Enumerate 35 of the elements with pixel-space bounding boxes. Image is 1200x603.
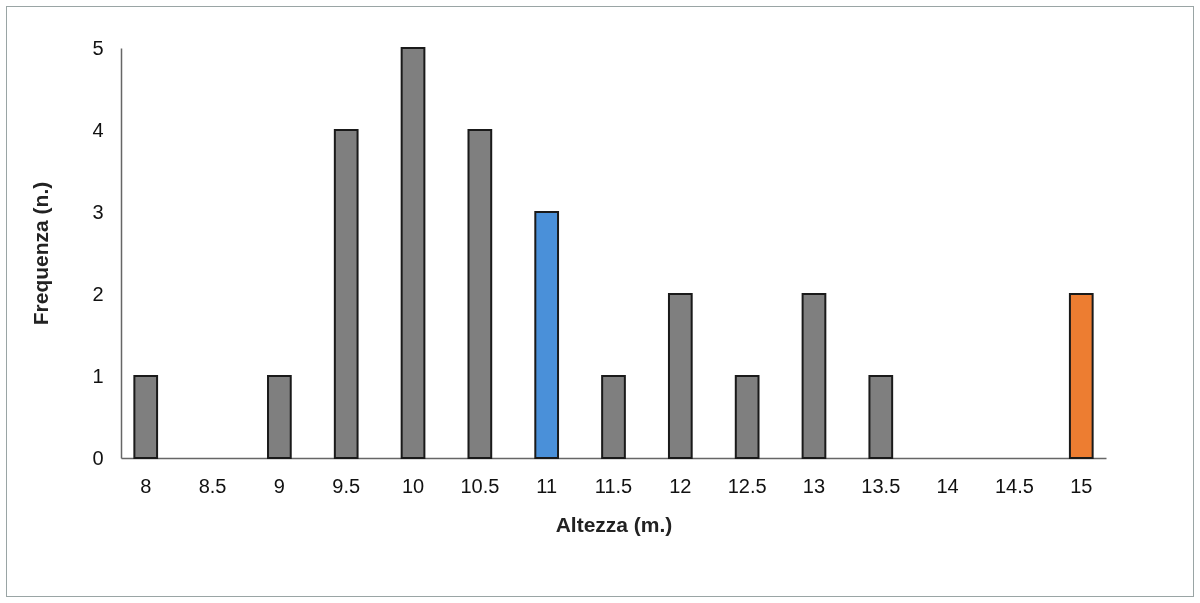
bar — [400, 47, 426, 459]
x-tick-label: 8 — [140, 474, 152, 497]
x-tick-label: 10 — [401, 474, 425, 497]
x-tick-label: 9 — [273, 474, 285, 497]
x-tick-label: 14 — [936, 474, 959, 497]
bar — [133, 375, 159, 459]
bar — [1068, 293, 1094, 459]
x-tick-label: 13.5 — [861, 474, 901, 497]
bar — [601, 375, 626, 459]
x-tick-label: 15 — [1070, 474, 1093, 497]
bar — [267, 375, 292, 459]
y-axis-title: Frequenza (n.) — [29, 181, 53, 326]
bar — [667, 293, 693, 459]
bar — [534, 211, 560, 459]
x-tick-label: 10.5 — [460, 474, 500, 497]
bar — [801, 293, 827, 459]
y-tick-label: 1 — [92, 364, 104, 387]
x-tick-label: 8.5 — [198, 474, 227, 497]
x-tick-label: 12.5 — [727, 474, 767, 497]
x-tick-label: 13 — [802, 474, 826, 497]
y-tick-label: 3 — [92, 200, 104, 223]
x-axis-title: Altezza (m.) — [555, 512, 673, 536]
y-tick-label: 0 — [92, 446, 104, 469]
y-tick-label: 5 — [92, 36, 104, 59]
y-tick-label: 4 — [92, 118, 104, 141]
x-tick-label: 12 — [669, 474, 692, 497]
y-tick-label: 2 — [92, 282, 104, 305]
x-tick-label: 11.5 — [594, 474, 633, 497]
x-tick-label: 11 — [536, 474, 558, 497]
bar — [734, 375, 760, 459]
x-tick-label: 14.5 — [994, 474, 1034, 497]
bar — [467, 129, 493, 459]
bar — [868, 375, 894, 459]
x-tick-label: 9.5 — [332, 474, 361, 497]
bar — [333, 129, 359, 459]
